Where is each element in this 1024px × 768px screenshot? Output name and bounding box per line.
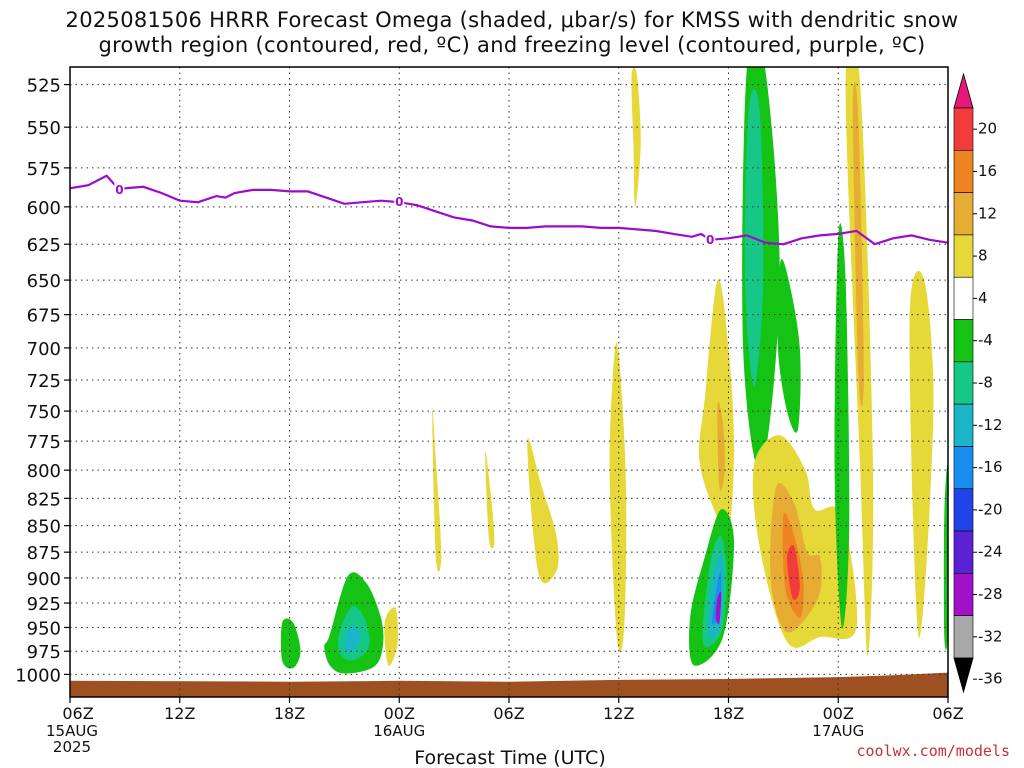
x-tick-label: 00Z: [384, 704, 415, 723]
colorbar-label: -24: [978, 543, 1003, 561]
y-tick-label: 875: [27, 543, 61, 564]
colorbar-segment: [953, 615, 974, 659]
x-axis-label: Forecast Time (UTC): [414, 747, 605, 768]
omega-region: [384, 607, 398, 666]
omega-region: [909, 270, 934, 638]
omega-region: [786, 545, 800, 600]
colorbar-top-arrow: [953, 72, 974, 109]
colorbar-label: -12: [978, 416, 1003, 434]
y-tick-label: 925: [27, 594, 61, 615]
y-tick-label: 575: [27, 159, 61, 180]
y-tick-label: 850: [27, 517, 61, 538]
x-tick-label: 18Z: [713, 704, 744, 723]
freezing-level-label: 0: [706, 233, 714, 247]
colorbar-label: -28: [978, 585, 1003, 603]
x-tick-label: 06Z: [62, 704, 93, 723]
y-axis: 525 550 575 600 625 650 675 700 725 750 775 800 825 8…: [15, 76, 70, 686]
y-tick-label: 825: [27, 489, 61, 510]
colorbar-segment: [953, 319, 974, 363]
grid-lines: [70, 67, 948, 697]
colorbar-label: -8: [978, 374, 993, 392]
colorbar-label: -36: [978, 670, 1003, 688]
chart-title-line1: 2025081506 HRRR Forecast Omega (shaded, …: [65, 8, 959, 32]
omega-region: [485, 451, 495, 549]
x-axis: 06Z 12Z 18Z 00Z 06Z 12Z 18Z 00Z 06Z15AUG202516AU…: [46, 697, 964, 756]
omega-region: [527, 438, 559, 584]
y-tick-label: 525: [27, 76, 61, 97]
colorbar-label: 8: [978, 247, 988, 265]
colorbar-label: -20: [978, 500, 1003, 518]
x-tick-label: 12Z: [603, 704, 634, 723]
colorbar-segment: [953, 361, 974, 405]
y-tick-label: 900: [27, 569, 61, 590]
freezing-level-label: 0: [395, 195, 403, 209]
terrain-fill: [70, 672, 948, 697]
x-tick-label: 06Z: [932, 704, 963, 723]
colorbar-bottom-arrow: [953, 657, 974, 694]
omega-shading: [280, 67, 948, 674]
x-date-label: 2025: [53, 738, 91, 756]
y-tick-label: 700: [27, 339, 61, 360]
omega-region: [715, 591, 722, 625]
colorbar-label: 16: [978, 162, 997, 180]
colorbar-segment: [953, 446, 974, 490]
x-date-label: 17AUG: [812, 722, 864, 740]
omega-region: [698, 279, 734, 534]
y-tick-label: 975: [27, 642, 61, 663]
freezing-label-bg: [394, 195, 405, 209]
colorbar-label: -32: [978, 627, 1003, 645]
y-tick-label: 625: [27, 235, 61, 256]
omega-region: [432, 407, 442, 572]
freezing-level-label: 0: [115, 183, 123, 197]
colorbar-label: -16: [978, 458, 1003, 476]
omega-region: [631, 67, 641, 207]
colorbar-segment: [953, 192, 974, 236]
y-tick-label: 775: [27, 432, 61, 453]
omega-region: [280, 618, 301, 669]
colorbar-segment: [953, 530, 974, 574]
colorbar-segment: [953, 488, 974, 532]
colorbar-segment: [953, 276, 974, 320]
omega-region: [609, 342, 627, 652]
freezing-level-line: [70, 174, 948, 246]
y-tick-label: 725: [27, 371, 61, 392]
omega-region: [834, 223, 850, 629]
x-tick-label: 00Z: [823, 704, 854, 723]
colorbar-segment: [953, 107, 974, 151]
colorbar-label: 20: [978, 120, 997, 138]
x-date-label: 16AUG: [373, 722, 425, 740]
freezing-label-bg: [114, 182, 125, 196]
y-tick-label: 950: [27, 618, 61, 639]
colorbar-segment: [953, 234, 974, 278]
y-tick-label: 550: [27, 118, 61, 139]
y-tick-label: 1000: [15, 665, 61, 686]
omega-region: [777, 259, 801, 433]
x-tick-label: 12Z: [164, 704, 195, 723]
colorbar-label: 4: [978, 289, 988, 307]
y-tick-label: 675: [27, 306, 61, 327]
colorbar: 20 16 12 8 4 -4 -8 -12 -16 -20 -24 -28 -32 -36: [953, 72, 1003, 694]
colorbar-segment: [953, 573, 974, 616]
y-tick-label: 800: [27, 461, 61, 482]
chart-title-line2: growth region (contoured, red, ºC) and f…: [98, 33, 926, 57]
x-date-label: 15AUG: [46, 722, 98, 740]
colorbar-segment: [953, 403, 974, 447]
colorbar-label: -4: [978, 331, 993, 349]
omega-region: [852, 81, 864, 407]
source-credit: coolwx.com/models: [856, 742, 1010, 760]
y-tick-label: 600: [27, 198, 61, 219]
terrain-layer: [70, 672, 948, 697]
y-tick-label: 750: [27, 402, 61, 423]
y-tick-label: 650: [27, 271, 61, 292]
freezing-level-layer: 0 0 0: [70, 174, 948, 247]
x-tick-label: 18Z: [274, 704, 305, 723]
colorbar-segment: [953, 150, 974, 193]
omega-region: [343, 624, 361, 652]
colorbar-label: 12: [978, 204, 997, 222]
freezing-label-bg: [705, 232, 716, 246]
omega-region: [717, 401, 725, 491]
x-tick-label: 06Z: [493, 704, 524, 723]
